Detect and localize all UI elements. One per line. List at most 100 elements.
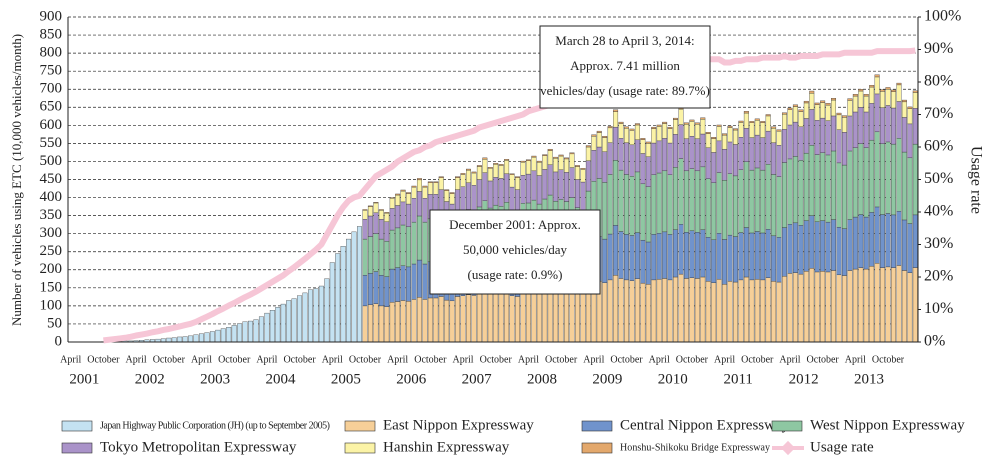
bar-segment [427, 297, 433, 343]
annotation-box [429, 209, 601, 295]
bar-segment [373, 202, 379, 204]
annotation-box [539, 25, 711, 109]
bar-segment [613, 160, 619, 226]
bar-segment [602, 135, 608, 138]
bar-segment [727, 141, 733, 174]
bar-segment [487, 168, 493, 182]
bar-segment [831, 98, 837, 101]
bar-segment [400, 190, 406, 203]
bar-segment [787, 109, 793, 126]
x-year-label: 2002 [135, 371, 165, 387]
bar-segment [749, 169, 755, 234]
bar-segment [738, 169, 744, 233]
bar-segment [378, 209, 384, 211]
x-tick-label: October [872, 354, 905, 365]
bar-segment [384, 221, 390, 242]
bar-segment [585, 287, 591, 343]
bar-segment [651, 126, 657, 129]
bar-segment [585, 160, 591, 192]
bar-segment [177, 336, 183, 343]
bar-segment [438, 177, 444, 190]
bar-segment [831, 219, 837, 271]
bar-segment [858, 267, 864, 343]
bar-segment [869, 139, 875, 213]
bar-segment [656, 278, 662, 343]
bar-segment [547, 150, 553, 165]
y2-tick-label: 10% [924, 300, 953, 317]
bar-segment [182, 336, 188, 343]
bar-segment [400, 224, 406, 266]
bar-segment [553, 171, 559, 202]
bar-segment [362, 209, 368, 211]
bar-segment [885, 89, 891, 106]
x-year-label: 2011 [723, 371, 752, 387]
bar-segment [863, 111, 869, 148]
bar-segment [880, 89, 886, 92]
bar-segment [874, 206, 880, 264]
bar-segment [525, 159, 531, 161]
legend-swatch [61, 442, 93, 454]
bar-segment [171, 337, 177, 343]
bar-segment [836, 114, 842, 130]
x-year-label: 2003 [200, 371, 230, 387]
bar-segment [662, 231, 668, 279]
bar-segment [645, 143, 651, 157]
bar-segment [722, 239, 728, 285]
bar-segment [384, 212, 390, 222]
bar-segment [874, 76, 880, 95]
bar-segment [754, 231, 760, 280]
bar-segment [727, 125, 733, 128]
bar-segment [536, 160, 542, 163]
bar-segment [509, 295, 515, 343]
bar-segment [689, 230, 695, 278]
bar-segment [678, 108, 684, 125]
bar-segment [574, 166, 580, 180]
bar-segment [525, 160, 531, 175]
bar-segment [362, 210, 368, 220]
bar-segment [645, 156, 651, 187]
bar-segment [776, 176, 782, 238]
bar-segment [607, 174, 613, 235]
bar-segment [754, 167, 760, 232]
bar-segment [798, 273, 804, 343]
bar-segment [787, 124, 793, 160]
bar-segment [629, 176, 635, 236]
bar-segment [880, 214, 886, 268]
bar-segment [482, 291, 488, 343]
bar-segment [662, 170, 668, 233]
bar-segment [242, 321, 248, 343]
bar-segment [852, 94, 858, 97]
y2-tick-label: 30% [924, 235, 953, 252]
y2-tick-label: 100% [924, 8, 961, 25]
bar-segment [367, 215, 373, 237]
bar-segment [727, 234, 733, 282]
bar-segment [406, 193, 412, 205]
bar-segment [329, 262, 335, 343]
bar-segment [302, 292, 308, 343]
bar-segment [504, 160, 510, 174]
legend-label: Honshu-Shikoku Bridge Expressway [620, 442, 770, 453]
bar-segment [798, 126, 804, 161]
bar-segment [896, 101, 902, 139]
bar-segment [847, 115, 853, 152]
bar-segment [629, 130, 635, 146]
bar-segment [618, 231, 624, 279]
bar-segment [384, 276, 390, 307]
bar-segment [367, 205, 373, 207]
bar-segment [367, 273, 373, 305]
bar-segment [346, 238, 352, 343]
bar-segment [613, 111, 619, 128]
bar-segment [591, 135, 597, 151]
bar-segment [836, 162, 842, 228]
bar-segment [765, 130, 771, 165]
x-year-label: 2012 [789, 371, 819, 387]
bar-segment [771, 126, 777, 129]
bar-segment [891, 143, 896, 216]
bar-segment [765, 115, 771, 132]
bar-segment [531, 155, 537, 158]
bar-segment [166, 337, 172, 343]
bar-segment [792, 272, 798, 343]
bar-segment [825, 271, 831, 343]
bar-segment [416, 178, 422, 181]
bar-segment [667, 279, 673, 343]
